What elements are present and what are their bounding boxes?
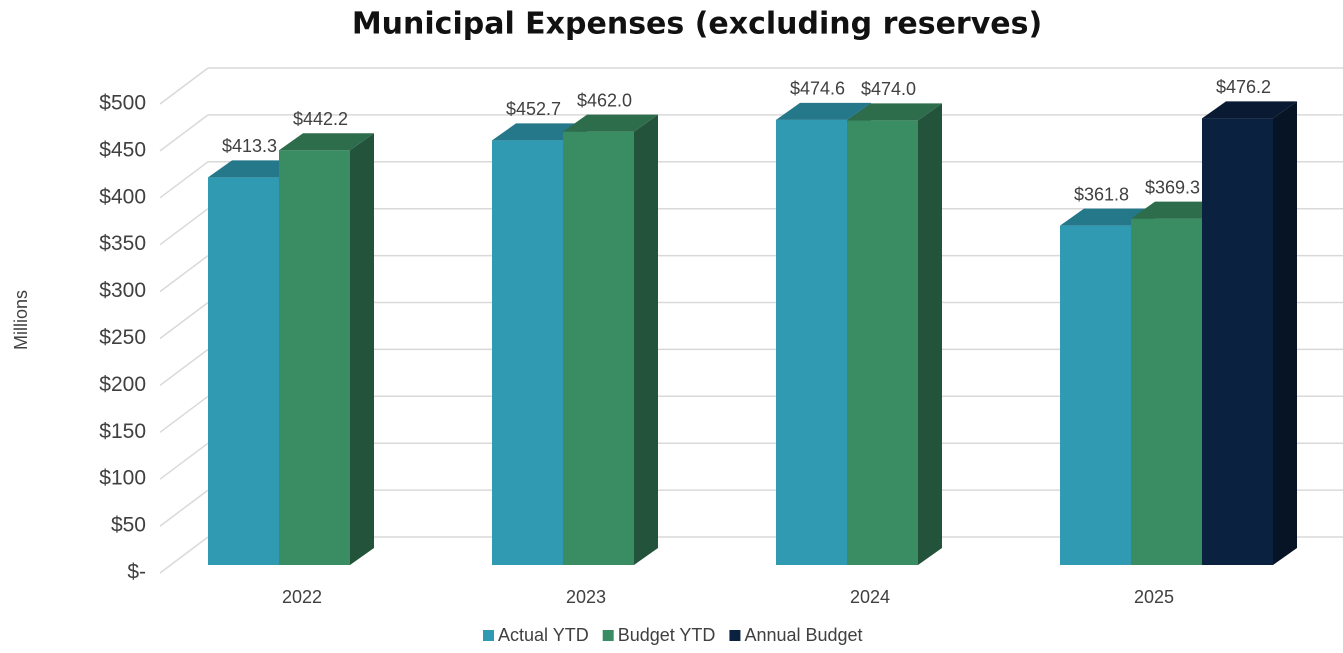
- bar-top: [776, 102, 871, 120]
- y-tick-label: $-: [127, 561, 146, 584]
- y-tick-label: $50: [111, 514, 146, 537]
- y-axis-title: Millions: [11, 290, 31, 350]
- legend-label: Actual YTD: [498, 625, 589, 645]
- legend-label: Annual Budget: [744, 625, 862, 645]
- value-label: $474.6: [790, 79, 845, 99]
- grid-line: [159, 395, 209, 433]
- y-tick-label: $350: [99, 232, 146, 255]
- legend-label: Budget YTD: [618, 625, 716, 645]
- chart-title: Municipal Expenses (excluding reserves): [352, 7, 1042, 42]
- bar: [776, 119, 847, 566]
- y-tick-label: $400: [99, 185, 146, 208]
- bar-top: [279, 133, 374, 151]
- y-tick-label: $250: [99, 326, 146, 349]
- y-tick-label: $200: [99, 373, 146, 396]
- y-tick-label: $500: [99, 92, 146, 115]
- y-tick-label: $300: [99, 279, 146, 302]
- value-label: $476.2: [1216, 77, 1271, 97]
- grid-line: [159, 208, 209, 246]
- grid-line: [159, 536, 209, 574]
- legend-swatch: [729, 630, 741, 641]
- grid-line: [159, 489, 209, 527]
- value-label: $462.0: [577, 90, 632, 110]
- legend-swatch: [483, 630, 494, 641]
- x-tick-label: 2023: [566, 587, 606, 607]
- value-label: $361.8: [1074, 184, 1129, 204]
- value-label: $442.2: [293, 109, 348, 129]
- grid-line: [159, 301, 209, 340]
- value-label: $474.0: [861, 79, 916, 99]
- bar-side: [918, 103, 942, 565]
- bar: [492, 140, 563, 565]
- value-label: $452.7: [506, 99, 561, 119]
- bar: [847, 120, 918, 565]
- bar-side: [350, 133, 374, 565]
- x-tick-label: 2022: [282, 587, 322, 607]
- y-tick-label: $100: [99, 467, 146, 490]
- grid-line: [159, 114, 209, 152]
- value-label: $369.3: [1145, 177, 1200, 197]
- bar: [1131, 218, 1202, 565]
- bar: [1202, 118, 1273, 565]
- bar-side: [1273, 101, 1297, 565]
- grid-line: [159, 67, 209, 105]
- grid-line: [159, 255, 209, 293]
- x-tick-label: 2025: [1134, 587, 1174, 607]
- legend-swatch: [602, 630, 614, 641]
- bar: [279, 150, 350, 565]
- bar-side: [634, 114, 658, 566]
- grid-line: [159, 161, 209, 199]
- bar: [563, 131, 634, 566]
- y-tick-label: $150: [99, 420, 146, 443]
- grid-line: [159, 348, 209, 386]
- x-tick-label: 2024: [850, 587, 890, 607]
- bar-top: [847, 103, 942, 121]
- y-tick-label: $450: [99, 138, 146, 161]
- bar-top: [563, 114, 658, 132]
- bar-top: [1202, 101, 1297, 119]
- bar: [208, 177, 279, 566]
- grid-line: [159, 442, 209, 480]
- bar: [1060, 225, 1131, 566]
- value-label: $413.3: [222, 136, 277, 156]
